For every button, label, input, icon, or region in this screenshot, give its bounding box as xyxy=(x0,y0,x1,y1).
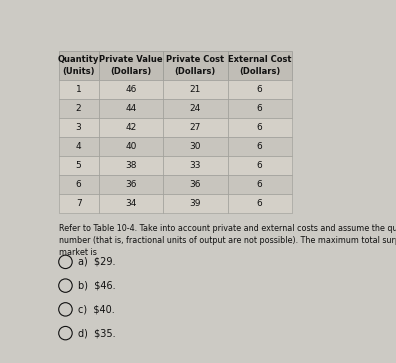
Text: 7: 7 xyxy=(76,199,82,208)
Text: 6: 6 xyxy=(257,123,263,132)
Text: 40: 40 xyxy=(125,142,137,151)
Text: 6: 6 xyxy=(257,199,263,208)
Text: 30: 30 xyxy=(190,142,201,151)
Text: 34: 34 xyxy=(125,199,137,208)
Bar xyxy=(228,80,292,99)
Text: 38: 38 xyxy=(125,161,137,170)
Text: 46: 46 xyxy=(125,85,137,94)
Text: 27: 27 xyxy=(190,123,201,132)
Bar xyxy=(228,175,292,194)
Bar xyxy=(59,118,99,137)
Text: Private Value: Private Value xyxy=(99,56,163,65)
Bar xyxy=(59,99,99,118)
Text: (Dollars): (Dollars) xyxy=(110,67,151,76)
Text: 39: 39 xyxy=(190,199,201,208)
Text: 1: 1 xyxy=(76,85,82,94)
Bar xyxy=(99,137,163,156)
Bar xyxy=(163,175,228,194)
Bar xyxy=(163,194,228,213)
Text: 2: 2 xyxy=(76,104,82,113)
Bar xyxy=(228,137,292,156)
Text: 6: 6 xyxy=(257,142,263,151)
Text: 44: 44 xyxy=(125,104,137,113)
Bar xyxy=(59,194,99,213)
Text: External Cost: External Cost xyxy=(228,56,291,65)
Bar xyxy=(163,118,228,137)
Text: 21: 21 xyxy=(190,85,201,94)
Bar xyxy=(228,118,292,137)
Bar xyxy=(228,156,292,175)
Bar xyxy=(228,194,292,213)
Text: 3: 3 xyxy=(76,123,82,132)
FancyBboxPatch shape xyxy=(163,50,228,80)
Text: 24: 24 xyxy=(190,104,201,113)
Text: Refer to Table 10-4. Take into account private and external costs and assume the: Refer to Table 10-4. Take into account p… xyxy=(59,224,396,257)
Bar xyxy=(99,118,163,137)
Bar xyxy=(59,175,99,194)
Text: (Dollars): (Dollars) xyxy=(175,67,216,76)
Text: 6: 6 xyxy=(257,85,263,94)
Bar xyxy=(59,137,99,156)
Text: a)  $29.: a) $29. xyxy=(78,257,116,267)
Bar xyxy=(163,80,228,99)
Text: d)  $35.: d) $35. xyxy=(78,328,116,338)
Text: 42: 42 xyxy=(125,123,137,132)
Text: 33: 33 xyxy=(190,161,201,170)
Text: 6: 6 xyxy=(257,104,263,113)
FancyBboxPatch shape xyxy=(228,50,292,80)
Text: 36: 36 xyxy=(190,180,201,189)
Text: Private Cost: Private Cost xyxy=(166,56,225,65)
Bar xyxy=(228,99,292,118)
Text: b)  $46.: b) $46. xyxy=(78,281,116,291)
FancyBboxPatch shape xyxy=(99,50,163,80)
FancyBboxPatch shape xyxy=(59,50,99,80)
Text: 6: 6 xyxy=(76,180,82,189)
Text: Quantity: Quantity xyxy=(58,56,99,65)
Bar xyxy=(99,80,163,99)
Text: 5: 5 xyxy=(76,161,82,170)
Bar xyxy=(163,156,228,175)
Bar xyxy=(99,99,163,118)
Bar xyxy=(99,194,163,213)
Bar xyxy=(163,137,228,156)
Bar xyxy=(59,156,99,175)
Text: 4: 4 xyxy=(76,142,82,151)
Bar xyxy=(163,99,228,118)
Text: (Units): (Units) xyxy=(63,67,95,76)
Text: 6: 6 xyxy=(257,161,263,170)
Text: c)  $40.: c) $40. xyxy=(78,304,115,314)
Bar xyxy=(99,175,163,194)
Bar xyxy=(59,80,99,99)
Text: (Dollars): (Dollars) xyxy=(239,67,280,76)
Text: 36: 36 xyxy=(125,180,137,189)
Text: 6: 6 xyxy=(257,180,263,189)
Bar xyxy=(99,156,163,175)
